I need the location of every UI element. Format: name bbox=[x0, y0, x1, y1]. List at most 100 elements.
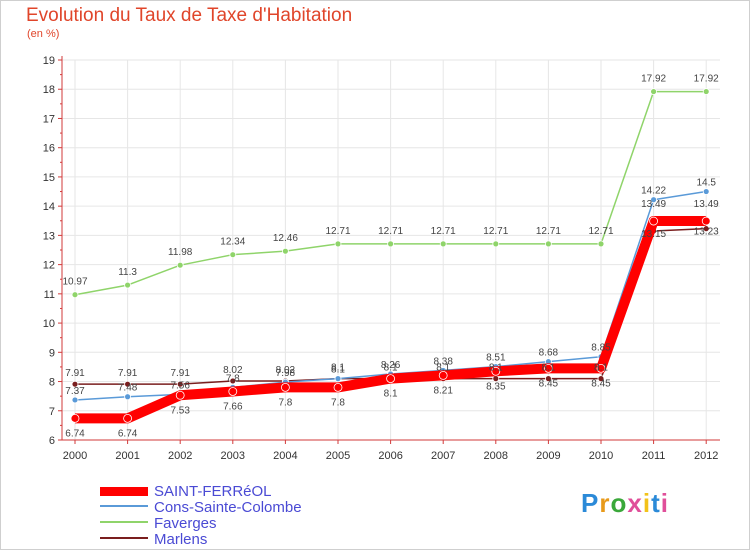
data-point bbox=[545, 240, 552, 248]
y-tick-label: 12 bbox=[43, 260, 55, 272]
logo-letter: i bbox=[660, 488, 669, 518]
data-label: 7.8 bbox=[278, 397, 292, 408]
data-label: 8.1 bbox=[594, 363, 608, 374]
x-tick-label: 2002 bbox=[168, 450, 192, 462]
y-tick-label: 14 bbox=[43, 201, 55, 213]
data-point bbox=[438, 370, 448, 380]
chart-unit-label: (en %) bbox=[27, 28, 60, 40]
data-point bbox=[175, 390, 185, 400]
data-label: 8.1 bbox=[384, 363, 398, 374]
y-tick-label: 15 bbox=[43, 172, 55, 184]
data-label: 7.98 bbox=[276, 368, 296, 379]
data-point bbox=[333, 382, 343, 392]
data-point bbox=[491, 366, 501, 376]
data-point bbox=[124, 281, 131, 289]
data-label: 7.91 bbox=[118, 368, 138, 379]
data-point bbox=[71, 380, 79, 388]
x-tick-label: 2007 bbox=[431, 450, 455, 462]
data-point bbox=[228, 387, 238, 396]
x-tick-label: 2009 bbox=[536, 450, 560, 462]
data-label: 8.85 bbox=[591, 343, 611, 354]
data-point bbox=[70, 413, 80, 423]
x-tick-label: 2001 bbox=[115, 450, 139, 462]
data-point bbox=[702, 88, 710, 95]
data-label: 7.37 bbox=[65, 386, 85, 397]
legend-label: Cons-Sainte-Colombe bbox=[154, 499, 302, 516]
data-point bbox=[124, 393, 131, 401]
data-label: 7.56 bbox=[170, 380, 190, 391]
data-label: 8.1 bbox=[436, 363, 450, 374]
y-tick-label: 13 bbox=[43, 230, 55, 242]
legend-swatch-marlens bbox=[100, 537, 148, 539]
y-tick-label: 7 bbox=[49, 406, 55, 418]
legend-swatch-cons-sainte-colombe bbox=[100, 505, 148, 507]
data-point bbox=[176, 380, 184, 388]
data-label: 10.97 bbox=[62, 277, 87, 288]
y-tick-label: 16 bbox=[43, 143, 55, 155]
data-label: 8.1 bbox=[384, 389, 398, 400]
logo-letter: i bbox=[642, 488, 652, 518]
x-tick-label: 2004 bbox=[273, 450, 297, 462]
y-tick-label: 11 bbox=[44, 289, 55, 301]
data-label: 8.35 bbox=[486, 381, 506, 392]
data-point bbox=[544, 363, 553, 373]
data-point bbox=[229, 251, 237, 259]
data-label: 7.91 bbox=[170, 368, 190, 379]
data-label: 14.5 bbox=[696, 178, 716, 189]
data-label: 12.71 bbox=[431, 226, 456, 237]
data-label: 8.68 bbox=[539, 348, 559, 359]
data-label: 8.51 bbox=[486, 353, 506, 364]
data-label: 7.66 bbox=[223, 401, 243, 412]
logo-letter: P bbox=[581, 488, 600, 518]
y-tick-label: 6 bbox=[49, 435, 55, 447]
x-tick-label: 2012 bbox=[694, 450, 718, 462]
legend-swatch-faverges bbox=[100, 521, 148, 523]
data-point bbox=[176, 261, 184, 269]
data-label: 8.38 bbox=[433, 356, 453, 367]
data-point bbox=[334, 375, 342, 383]
data-point bbox=[386, 374, 396, 384]
data-label: 8.45 bbox=[539, 378, 559, 389]
data-label: 14.22 bbox=[641, 186, 666, 197]
data-label: 12.46 bbox=[273, 233, 298, 244]
data-label: 6.74 bbox=[65, 428, 85, 439]
logo-letter: o bbox=[610, 488, 628, 518]
x-tick-label: 2006 bbox=[378, 450, 402, 462]
x-tick-label: 2010 bbox=[589, 450, 613, 462]
data-point bbox=[387, 240, 395, 248]
data-label: 7.8 bbox=[226, 373, 240, 384]
data-label: 12.71 bbox=[536, 226, 561, 237]
data-point bbox=[702, 188, 710, 195]
data-label: 8.02 bbox=[276, 365, 296, 376]
data-label: 17.92 bbox=[641, 74, 666, 85]
logo-letter: r bbox=[599, 488, 611, 518]
data-label: 8.1 bbox=[331, 365, 345, 376]
data-label: 12.71 bbox=[588, 226, 613, 237]
data-label: 8.26 bbox=[381, 360, 401, 371]
data-point bbox=[71, 291, 79, 299]
data-label: 7.53 bbox=[170, 405, 190, 416]
data-point bbox=[545, 375, 552, 383]
data-label: 6.74 bbox=[118, 428, 138, 439]
y-tick-label: 10 bbox=[43, 318, 55, 330]
data-point bbox=[597, 240, 605, 248]
logo-letter: t bbox=[651, 488, 661, 518]
x-tick-label: 2005 bbox=[326, 450, 350, 462]
data-point bbox=[281, 247, 289, 255]
data-label: 8.45 bbox=[591, 378, 611, 389]
x-tick-label: 2003 bbox=[221, 450, 245, 462]
data-label: 7.8 bbox=[331, 397, 345, 408]
y-tick-label: 9 bbox=[49, 347, 55, 359]
logo-letter: x bbox=[627, 488, 643, 518]
data-label: 11.98 bbox=[168, 247, 193, 258]
data-point bbox=[492, 240, 500, 248]
x-tick-label: 2008 bbox=[484, 450, 508, 462]
y-tick-label: 8 bbox=[49, 377, 55, 389]
data-point bbox=[71, 396, 79, 404]
data-point bbox=[229, 377, 237, 385]
data-label: 8.21 bbox=[433, 385, 453, 396]
data-label: 13.49 bbox=[641, 199, 666, 210]
legend-label: Faverges bbox=[154, 515, 217, 532]
x-tick-label: 2000 bbox=[63, 450, 87, 462]
